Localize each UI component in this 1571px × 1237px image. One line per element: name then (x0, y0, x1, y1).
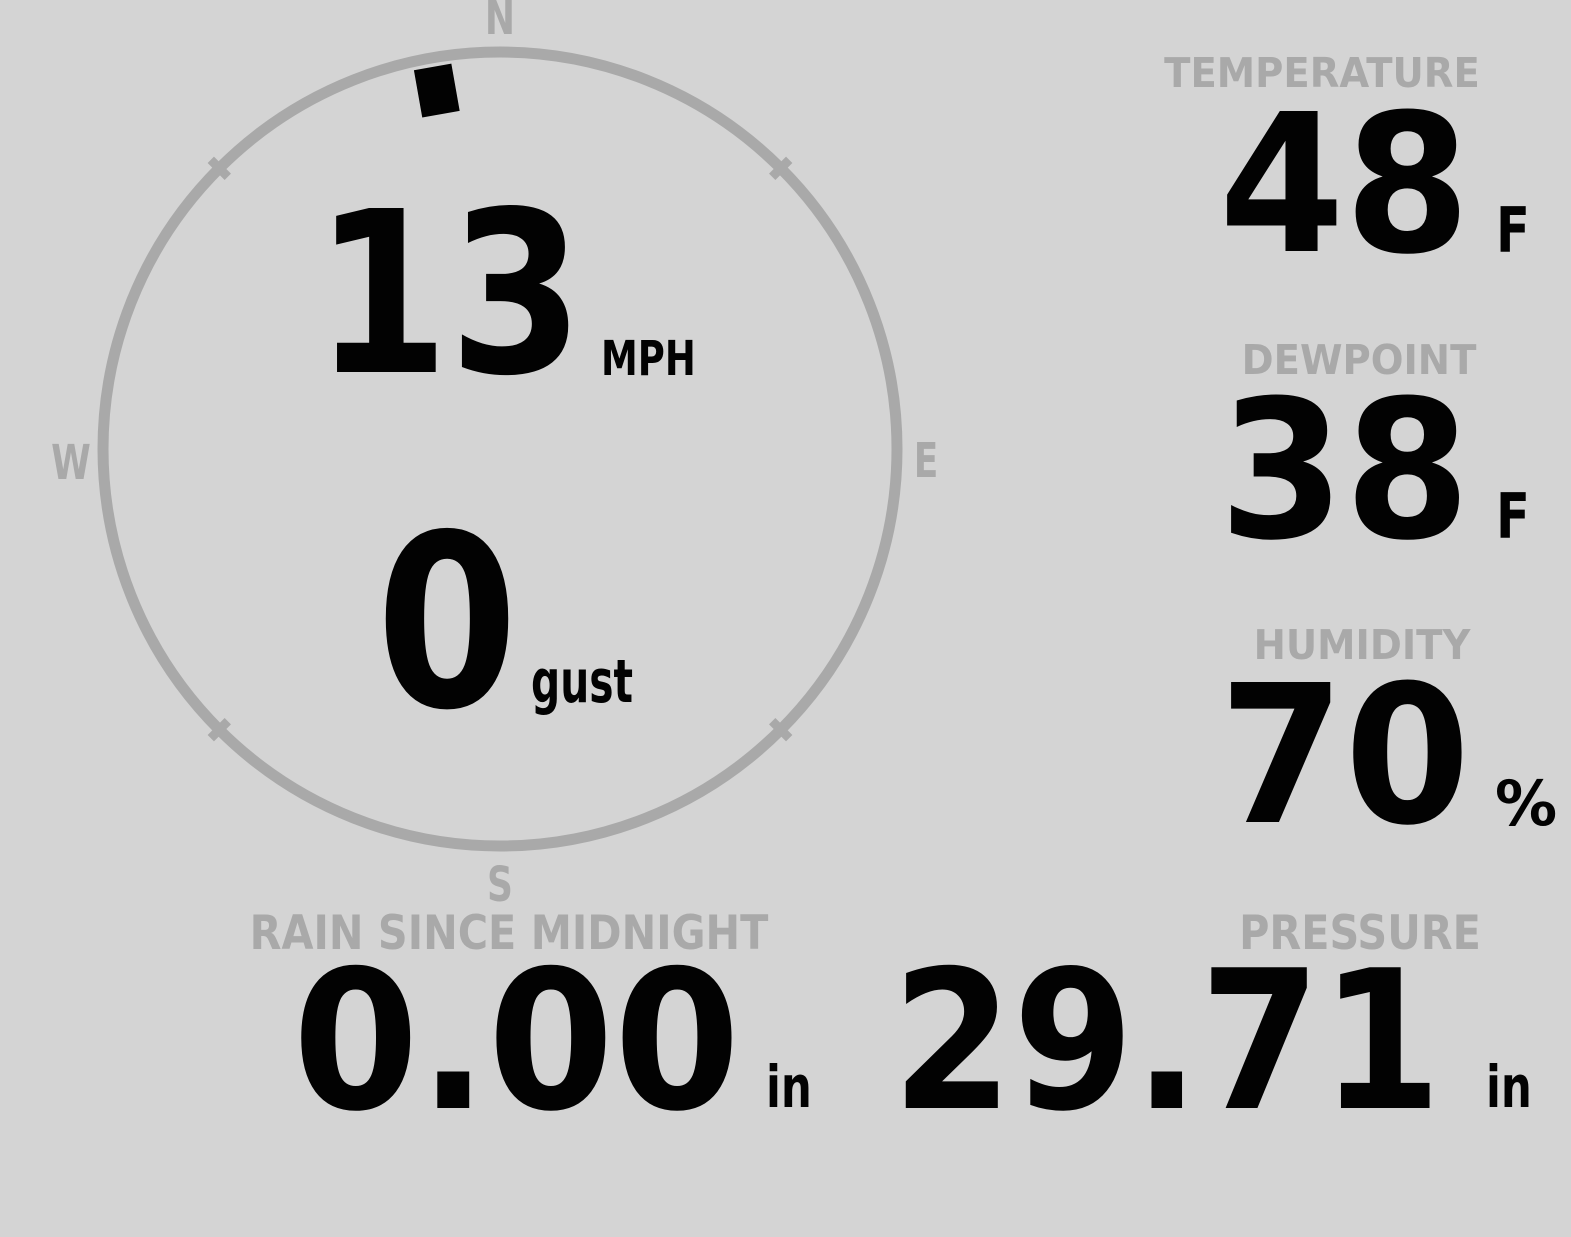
compass-ring (97, 46, 903, 852)
humidity-unit: % (1495, 767, 1558, 840)
tick-nw (207, 156, 231, 180)
temperature-value: 48 (1218, 74, 1470, 297)
temperature-unit: F (1496, 194, 1530, 267)
wind-gust-value: 0 (376, 483, 518, 763)
compass-label-west: W (51, 435, 91, 491)
dewpoint-value: 38 (1218, 360, 1470, 583)
tick-ne (769, 156, 793, 180)
humidity-label: HUMIDITY (1253, 621, 1471, 669)
tick-se (769, 718, 793, 742)
compass-intercardinal-ticks (207, 156, 793, 742)
compass-label-east: E (913, 433, 939, 489)
pressure-unit: in (1486, 1053, 1532, 1121)
humidity-value: 70 (1218, 645, 1470, 868)
wind-speed-value: 13 (314, 164, 584, 426)
compass-label-south: S (487, 857, 513, 913)
dewpoint-label: DEWPOINT (1241, 336, 1477, 384)
rain-value: 0.00 (292, 929, 740, 1154)
temperature-label: TEMPERATURE (1164, 49, 1480, 97)
pressure-label: PRESSURE (1239, 906, 1481, 961)
rain-label: RAIN SINCE MIDNIGHT (249, 906, 769, 961)
compass-label-north: N (484, 0, 516, 46)
wind-gust-label: gust (531, 647, 634, 717)
wind-speed-unit: MPH (601, 331, 696, 387)
dewpoint-unit: F (1496, 480, 1530, 553)
rain-unit: in (766, 1053, 812, 1121)
tick-sw (207, 718, 231, 742)
pressure-value: 29.71 (891, 929, 1441, 1154)
wind-direction-marker (413, 63, 460, 118)
